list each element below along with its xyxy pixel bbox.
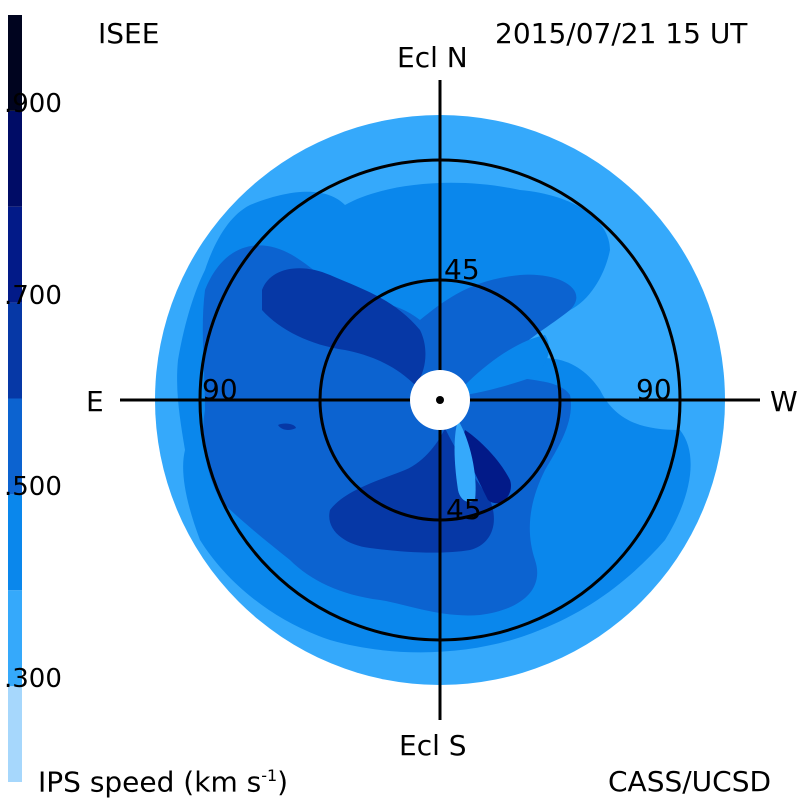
axis-east-label: E	[86, 385, 104, 418]
ring-label-outer-left: 90	[202, 373, 238, 406]
colorbar-bin-400	[8, 494, 22, 591]
ring-label-outer-right: 90	[636, 373, 672, 406]
colorbar-label: IPS speed (km s-1)	[38, 768, 288, 796]
ring-label-inner-bottom: 45	[446, 493, 482, 526]
speed-region-700	[462, 430, 511, 504]
speed-region-600-e	[278, 423, 296, 430]
sun-center-dot	[436, 396, 444, 404]
colorbar-bin-300	[8, 590, 22, 687]
credit-label: CASS/UCSD	[608, 765, 772, 798]
colorbar-label-close: )	[277, 765, 289, 799]
speed-region-400-west-inner	[465, 335, 550, 395]
colorbar-tick-300: .300	[4, 664, 62, 695]
axis-south-label: Ecl S	[399, 729, 467, 762]
colorbar-tick-700: .700	[4, 280, 62, 311]
ring-label-inner-top: 45	[444, 253, 480, 286]
colorbar-bin-500	[8, 398, 22, 495]
datetime-label: 2015/07/21 15 UT	[495, 17, 748, 50]
source-label: ISEE	[98, 17, 160, 50]
colorbar-tick-500: .500	[4, 472, 62, 503]
colorbar	[8, 15, 22, 782]
speed-region-300-inner	[454, 420, 476, 502]
colorbar-bin-900	[8, 15, 22, 111]
colorbar-bin-700	[8, 206, 22, 303]
colorbar-bin-200	[8, 686, 22, 782]
axis-north-label: Ecl N	[397, 41, 468, 74]
sky-map	[120, 80, 760, 720]
colorbar-label-text: IPS speed (km s	[38, 765, 262, 799]
colorbar-bin-600	[8, 302, 22, 399]
colorbar-tick-900: .900	[4, 88, 62, 119]
colorbar-label-sup: -1	[261, 766, 278, 785]
axis-west-label: W	[770, 385, 798, 418]
colorbar-bin-800	[8, 110, 22, 207]
speed-region-600-s	[329, 428, 494, 553]
